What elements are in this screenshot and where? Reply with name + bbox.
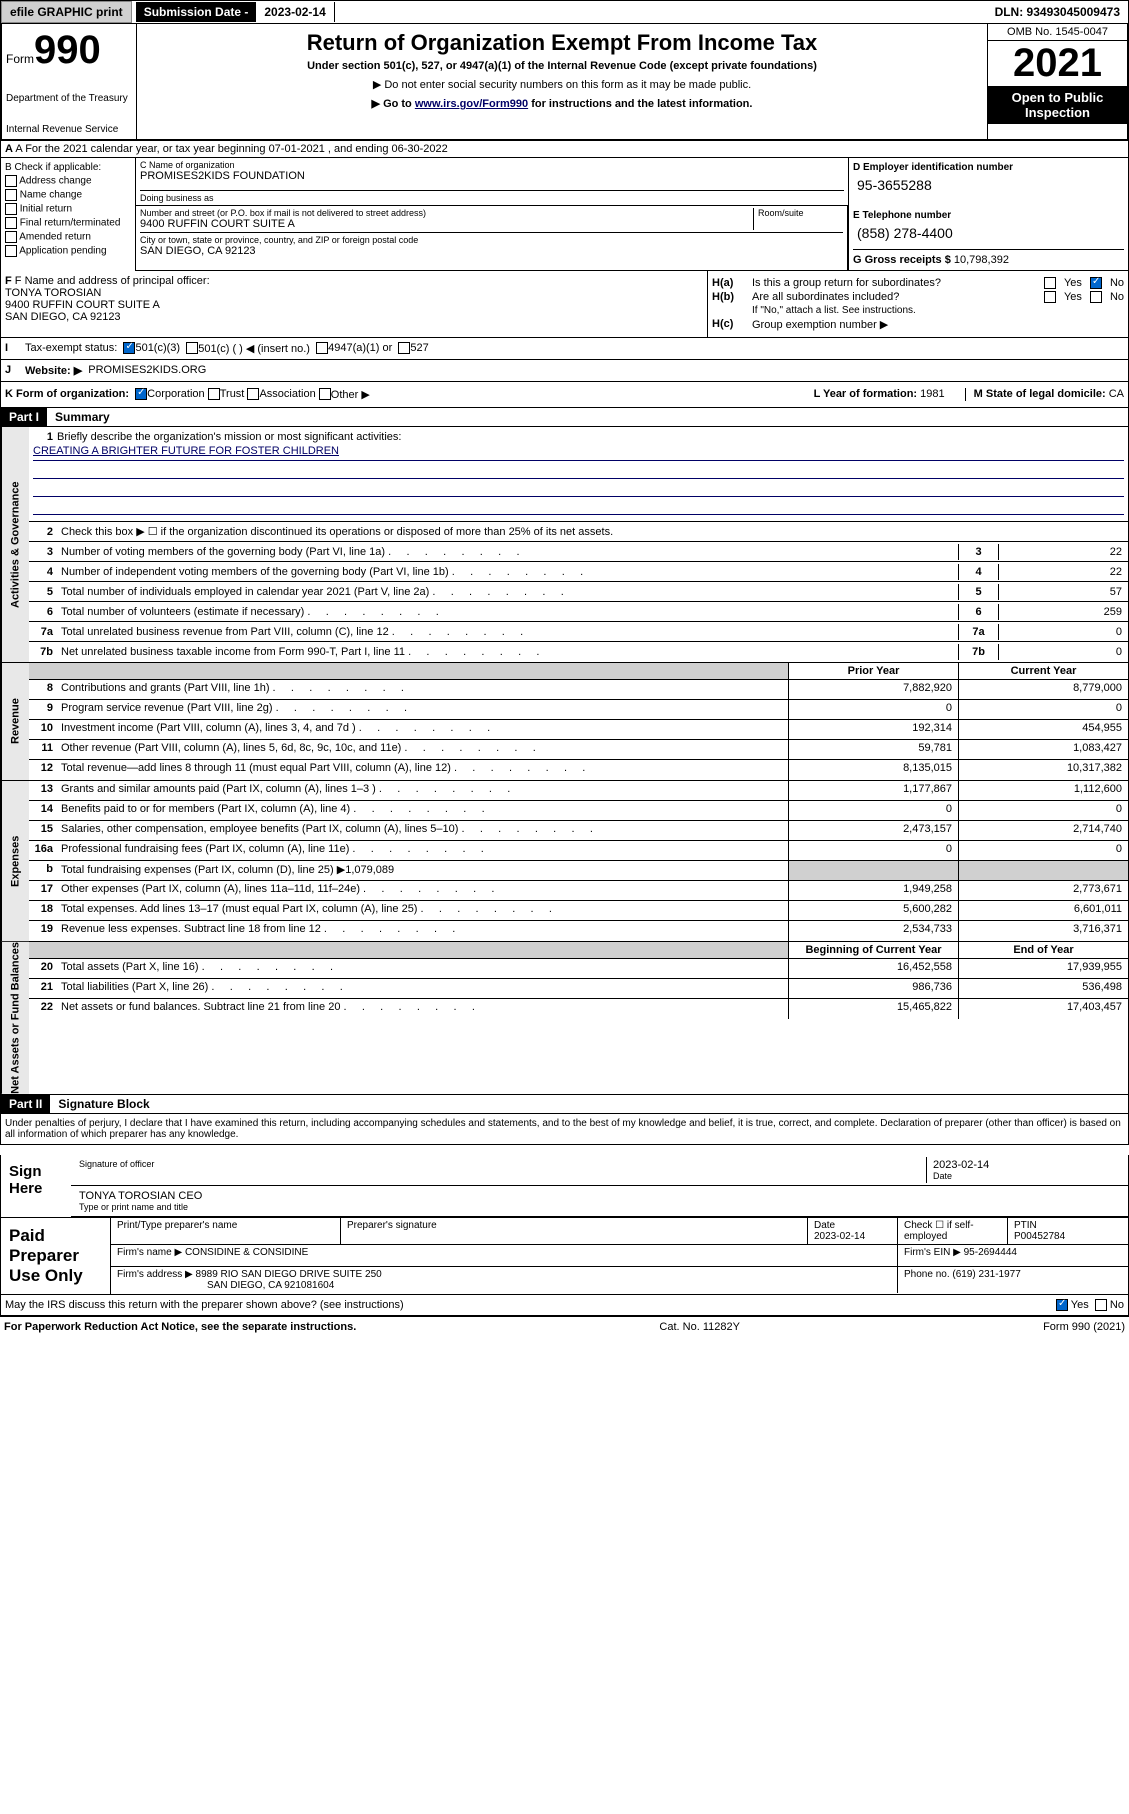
sign-date: 2023-02-14	[933, 1159, 1120, 1171]
section-net-assets: Net Assets or Fund Balances Beginning of…	[0, 942, 1129, 1095]
ein-value: 95-3655288	[853, 173, 1124, 197]
section-f-h: F F Name and address of principal office…	[0, 271, 1129, 338]
row-k-l-m: K Form of organization: Corporation Trus…	[0, 382, 1129, 408]
section-governance: Activities & Governance 1Briefly describ…	[0, 427, 1129, 663]
year-formation: 1981	[920, 388, 944, 400]
city-state-zip: SAN DIEGO, CA 92123	[140, 245, 843, 257]
org-name: PROMISES2KIDS FOUNDATION	[140, 170, 844, 182]
part-ii-header: Part II Signature Block	[0, 1095, 1129, 1114]
row-i-tax-status: ITax-exempt status: 501(c)(3) 501(c) ( )…	[0, 338, 1129, 360]
top-bar: efile GRAPHIC print Submission Date - 20…	[0, 0, 1129, 24]
ptin-value: P00452784	[1014, 1231, 1065, 1242]
row-j-website: JWebsite: ▶ PROMISES2KIDS.ORG	[0, 360, 1129, 382]
tax-year: 2021	[988, 41, 1127, 86]
irs-link[interactable]: www.irs.gov/Form990	[415, 98, 528, 110]
form-number: 990	[34, 28, 101, 73]
section-b-c-d: B Check if applicable: Address change Na…	[0, 158, 1129, 271]
instructions-note: ▶ Go to www.irs.gov/Form990 for instruct…	[143, 97, 981, 110]
sign-here-block: Sign Here Signature of officer 2023-02-1…	[0, 1155, 1129, 1218]
firm-ein: 95-2694444	[964, 1247, 1017, 1258]
part-i-header: Part I Summary	[0, 408, 1129, 427]
revenue-label: Revenue	[1, 663, 29, 780]
discuss-row: May the IRS discuss this return with the…	[0, 1295, 1129, 1316]
omb-number: OMB No. 1545-0047	[988, 24, 1127, 41]
form-prefix: Form	[6, 52, 34, 66]
col-b-checkboxes: B Check if applicable: Address change Na…	[1, 158, 136, 271]
department-label: Department of the Treasury	[6, 93, 132, 104]
firm-name: CONSIDINE & CONSIDINE	[185, 1247, 308, 1258]
net-assets-label: Net Assets or Fund Balances	[1, 942, 29, 1094]
gross-receipts: 10,798,392	[954, 254, 1009, 266]
governance-label: Activities & Governance	[1, 427, 29, 662]
section-revenue: Revenue Prior Year Current Year 8Contrib…	[0, 663, 1129, 781]
officer-name-title: TONYA TOROSIAN CEO	[79, 1190, 1120, 1202]
expenses-label: Expenses	[1, 781, 29, 941]
mission-text: CREATING A BRIGHTER FUTURE FOR FOSTER CH…	[33, 445, 1124, 461]
efile-print-button[interactable]: efile GRAPHIC print	[1, 1, 132, 23]
form-header: Form 990 Department of the Treasury Inte…	[0, 24, 1129, 141]
street-address: 9400 RUFFIN COURT SUITE A	[140, 218, 753, 230]
submission-date-value: 2023-02-14	[256, 2, 334, 22]
firm-phone: (619) 231-1977	[952, 1269, 1020, 1280]
tax-year-row: A A For the 2021 calendar year, or tax y…	[0, 141, 1129, 158]
section-expenses: Expenses 13Grants and similar amounts pa…	[0, 781, 1129, 942]
submission-date-label: Submission Date -	[136, 2, 257, 22]
form-title: Return of Organization Exempt From Incom…	[143, 30, 981, 56]
ssn-note: ▶ Do not enter social security numbers o…	[143, 78, 981, 91]
irs-label: Internal Revenue Service	[6, 124, 132, 135]
dln-value: DLN: 93493045009473	[987, 2, 1128, 22]
form-subtitle: Under section 501(c), 527, or 4947(a)(1)…	[143, 60, 981, 72]
paid-preparer-block: Paid Preparer Use Only Print/Type prepar…	[0, 1218, 1129, 1295]
col-c-name-addr: C Name of organization PROMISES2KIDS FOU…	[136, 158, 1128, 271]
telephone-value: (858) 278-4400	[853, 221, 1124, 245]
open-public-badge: Open to Public Inspection	[988, 86, 1127, 124]
website-value: PROMISES2KIDS.ORG	[88, 364, 206, 377]
signature-declaration: Under penalties of perjury, I declare th…	[0, 1114, 1129, 1145]
state-domicile: CA	[1109, 388, 1124, 400]
page-footer: For Paperwork Reduction Act Notice, see …	[0, 1316, 1129, 1337]
officer-name: TONYA TOROSIAN	[5, 287, 703, 299]
